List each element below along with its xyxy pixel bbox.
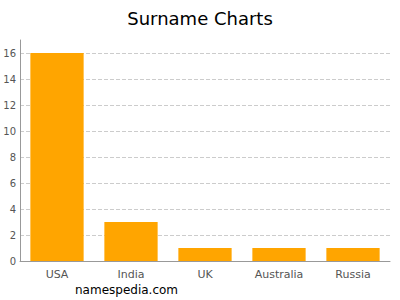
svg-text:namespedia.com: namespedia.com	[75, 283, 178, 297]
svg-text:Surname Charts: Surname Charts	[127, 8, 273, 29]
svg-text:0: 0	[10, 256, 16, 267]
svg-text:16: 16	[3, 48, 16, 59]
svg-text:Australia: Australia	[255, 268, 304, 281]
svg-text:14: 14	[3, 74, 16, 85]
svg-text:USA: USA	[46, 268, 69, 281]
svg-text:8: 8	[10, 152, 16, 163]
svg-text:10: 10	[3, 126, 16, 137]
svg-text:12: 12	[3, 100, 16, 111]
svg-text:India: India	[118, 268, 145, 281]
svg-text:UK: UK	[197, 268, 213, 281]
svg-text:6: 6	[10, 178, 16, 189]
svg-text:4: 4	[10, 204, 16, 215]
svg-text:Russia: Russia	[335, 268, 370, 281]
svg-text:2: 2	[10, 230, 16, 241]
